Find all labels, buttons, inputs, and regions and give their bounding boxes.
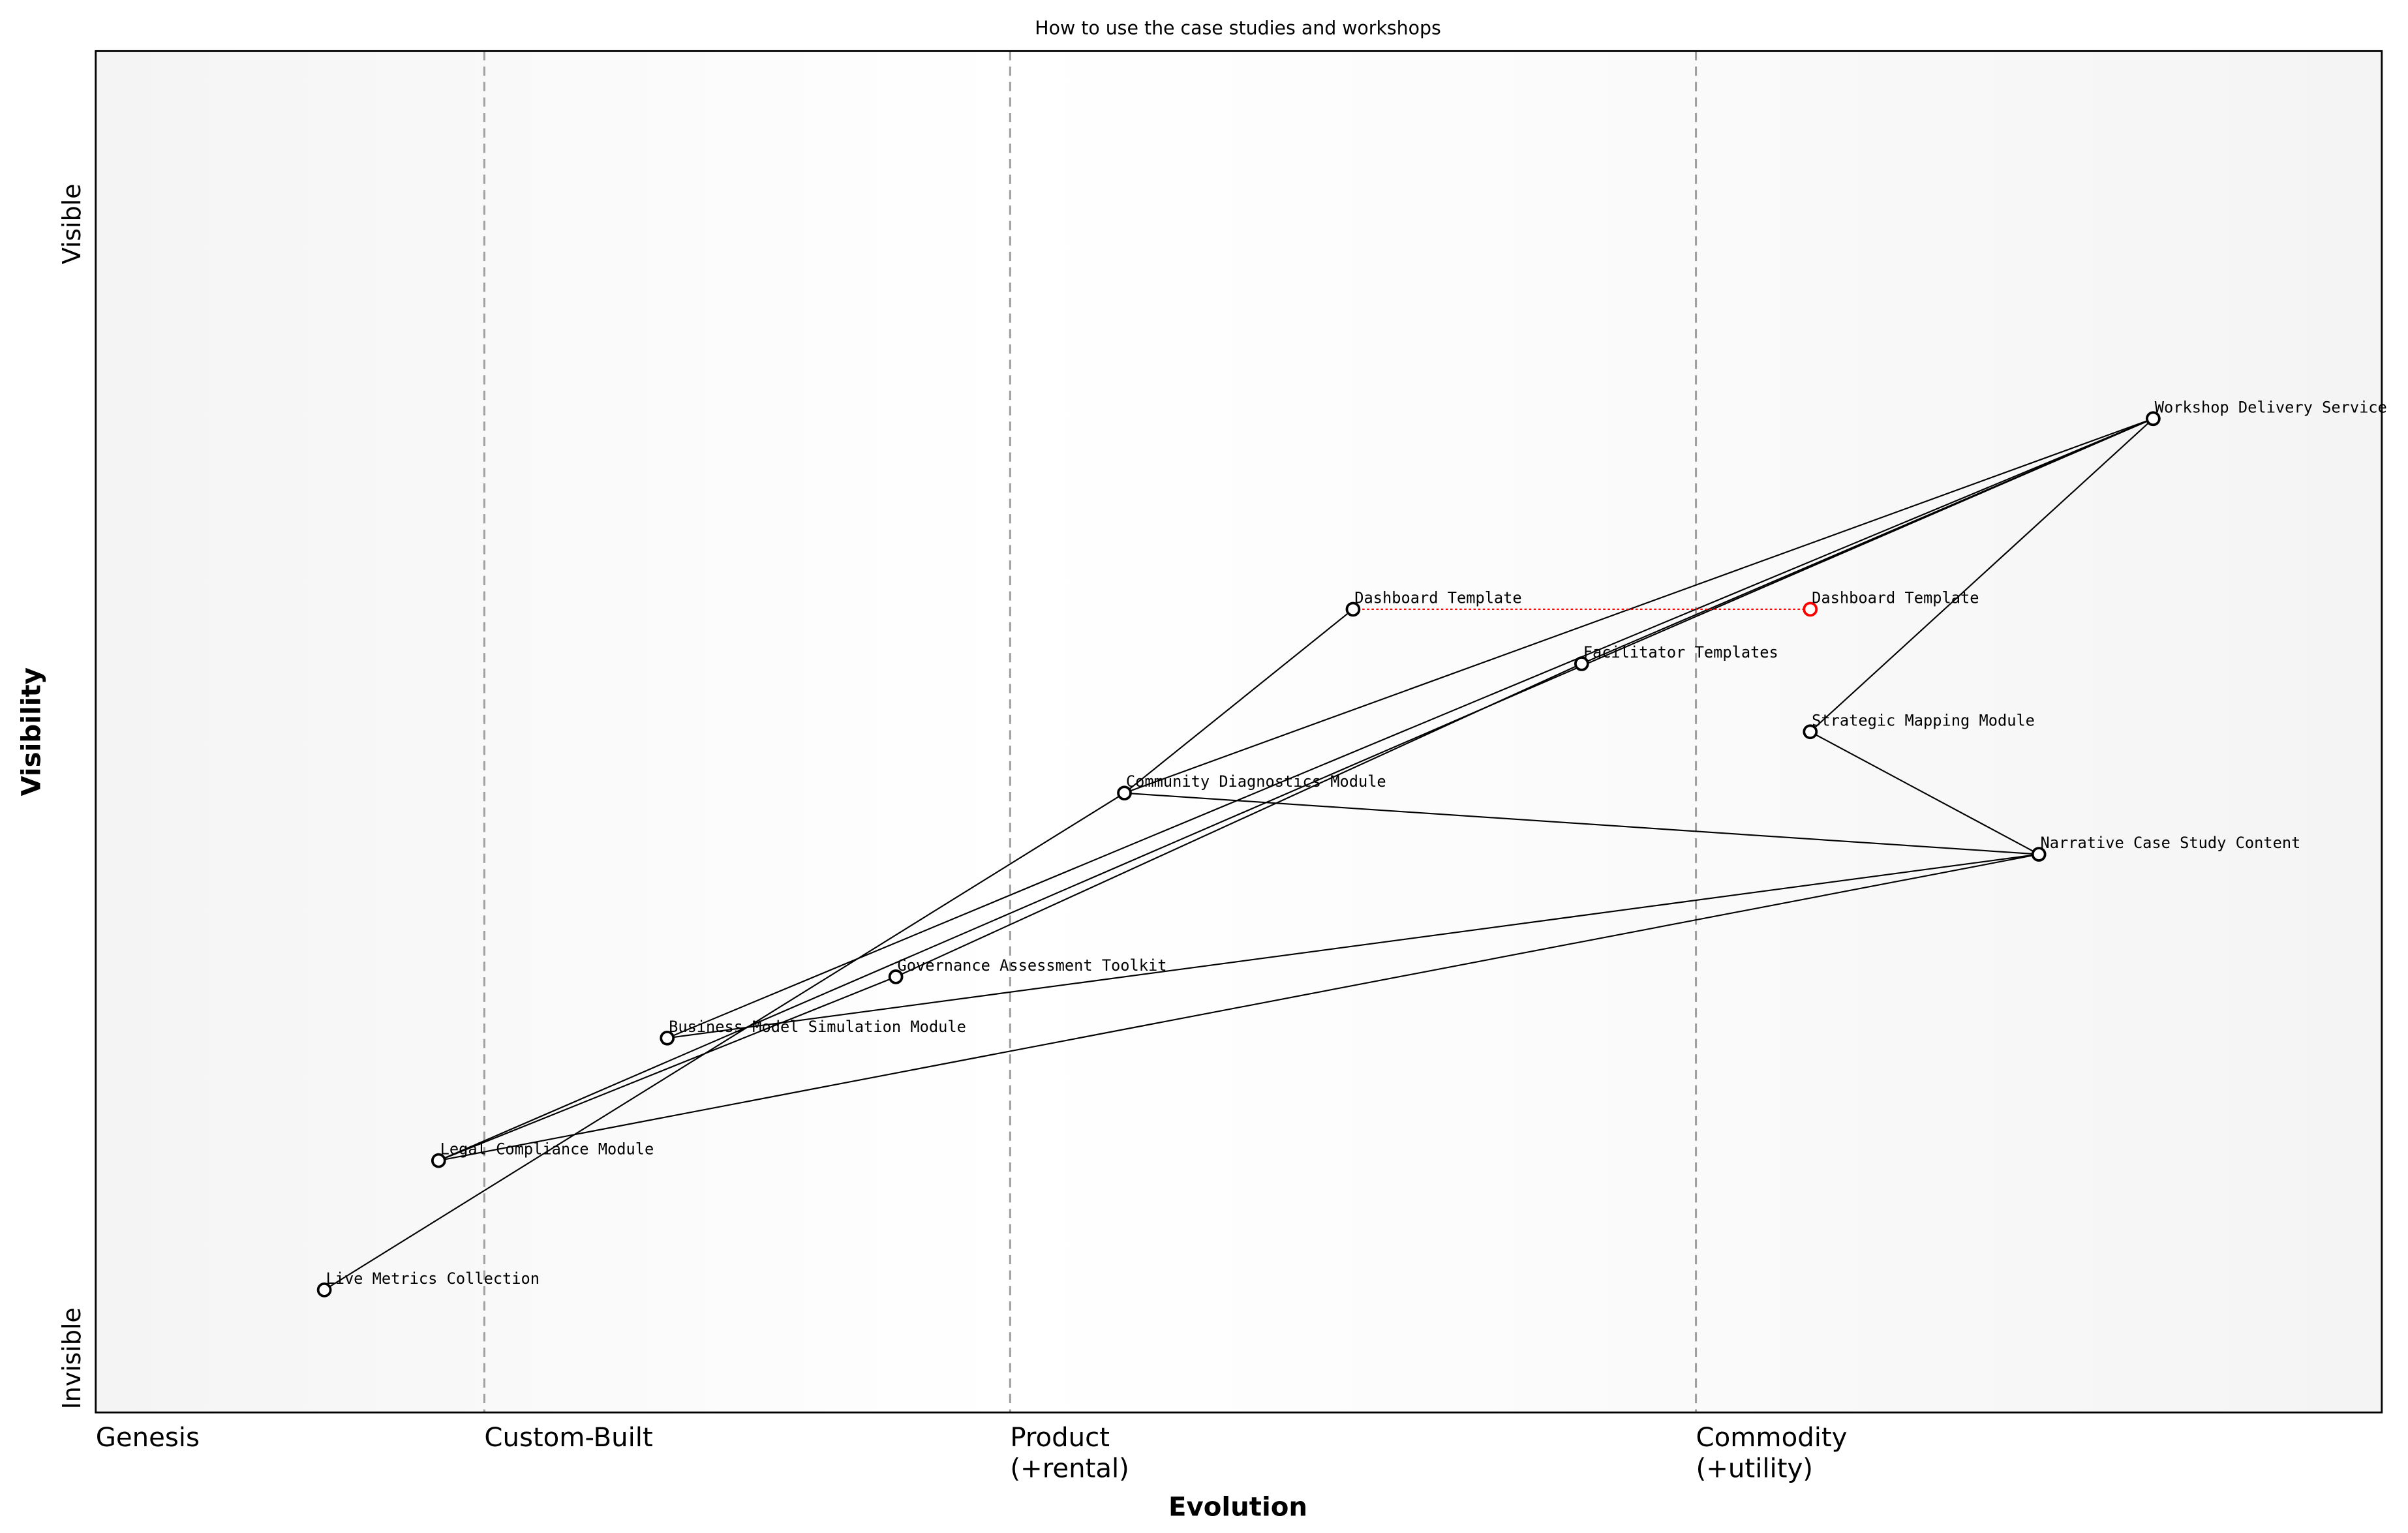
stage-label: Custom-Built — [484, 1423, 652, 1453]
component-label-dashboard: Dashboard Template — [1354, 588, 1521, 607]
stage-label: Genesis — [96, 1423, 200, 1453]
link-governance-legal — [438, 976, 896, 1162]
component-node-facilitator[interactable] — [1574, 656, 1589, 671]
stage-label: Commodity — [1696, 1423, 1848, 1453]
link-facilitator-governance — [895, 663, 1582, 978]
component-node-strategic[interactable] — [1803, 724, 1818, 740]
y-top-label: Visible — [57, 184, 86, 265]
link-community-live — [324, 792, 1125, 1291]
link-workshop-legal — [438, 417, 2154, 1162]
y-bottom-label: Invisible — [57, 1307, 86, 1409]
component-node-legal[interactable] — [431, 1153, 446, 1168]
y-axis-label: Visibility — [17, 667, 47, 797]
component-node-narrative[interactable] — [2031, 847, 2047, 862]
component-label-legal: Legal Compliance Module — [440, 1140, 654, 1159]
link-workshop-community — [1124, 417, 2154, 794]
link-legal-narrative — [438, 853, 2039, 1162]
evolved-component-node[interactable] — [1803, 601, 1818, 617]
component-label-workshop: Workshop Delivery Service — [2155, 398, 2387, 416]
stage-label: (+utility) — [1696, 1454, 1813, 1484]
link-workshop-strategic — [1810, 418, 2154, 733]
component-label-strategic: Strategic Mapping Module — [1812, 711, 2035, 729]
component-label-governance: Governance Assessment Toolkit — [897, 956, 1166, 975]
component-label-narrative: Narrative Case Study Content — [2041, 834, 2301, 852]
stage-label: Product — [1010, 1423, 1110, 1453]
component-node-governance[interactable] — [888, 969, 904, 984]
component-node-live[interactable] — [316, 1283, 332, 1298]
link-community-dashboard — [1123, 609, 1354, 794]
component-node-dashboard[interactable] — [1345, 601, 1361, 617]
evolved-component-label: Dashboard Template — [1812, 588, 1979, 607]
link-community-narrative — [1124, 792, 2039, 855]
link-workshop-business — [667, 417, 2154, 1039]
link-strategic-narrative — [1810, 731, 2039, 855]
stage-label: (+rental) — [1010, 1454, 1129, 1484]
component-node-workshop[interactable] — [2146, 411, 2161, 427]
link-business-narrative — [667, 853, 2039, 1039]
component-label-facilitator: Facilitator Templates — [1583, 643, 1778, 661]
x-axis-label: Evolution — [1168, 1493, 1307, 1523]
plot-area — [95, 51, 2382, 1413]
component-label-business: Business Model Simulation Module — [669, 1018, 966, 1036]
component-label-live: Live Metrics Collection — [326, 1269, 540, 1288]
component-label-community: Community Diagnostics Module — [1126, 772, 1386, 791]
component-node-community[interactable] — [1117, 785, 1132, 801]
plot-frame — [95, 50, 2383, 1414]
map-title: How to use the case studies and workshop… — [1035, 17, 1441, 38]
component-node-business[interactable] — [660, 1030, 675, 1046]
